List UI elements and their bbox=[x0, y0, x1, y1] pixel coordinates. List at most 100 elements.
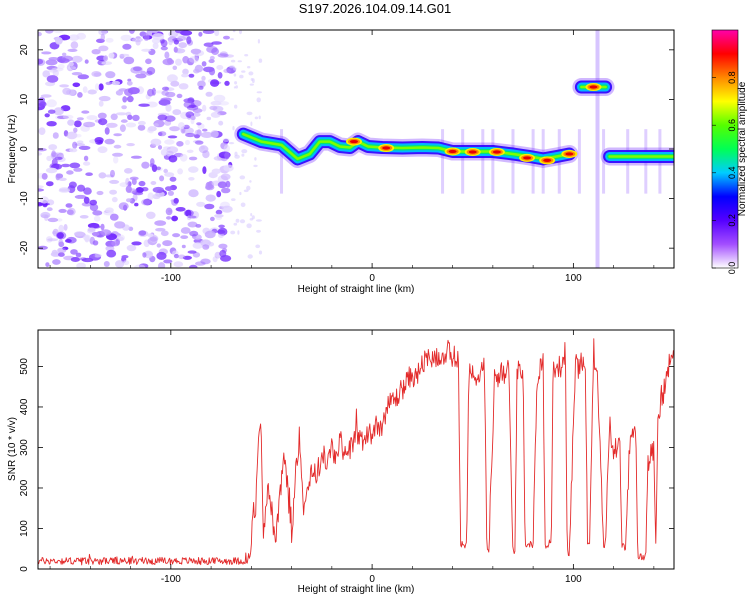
noise-blob bbox=[91, 71, 102, 77]
noise-blob bbox=[79, 215, 89, 219]
noise-blob bbox=[208, 59, 215, 64]
noise-blob bbox=[58, 241, 65, 248]
noise-blob bbox=[246, 111, 253, 116]
noise-blob bbox=[169, 176, 177, 182]
noise-blob bbox=[157, 131, 167, 137]
streak bbox=[595, 30, 600, 268]
noise-blob bbox=[113, 156, 119, 164]
hot-spot bbox=[565, 152, 574, 156]
noise-blob bbox=[218, 243, 228, 249]
noise-blob bbox=[255, 219, 262, 222]
noise-blob bbox=[258, 250, 263, 255]
noise-blob bbox=[183, 209, 194, 217]
noise-blob bbox=[166, 146, 179, 154]
noise-blob bbox=[85, 172, 93, 176]
noise-blob bbox=[125, 122, 137, 128]
noise-blob bbox=[145, 58, 152, 65]
noise-blob bbox=[58, 208, 67, 213]
noise-blob bbox=[103, 55, 108, 62]
noise-blob bbox=[46, 181, 54, 187]
noise-blob bbox=[47, 109, 56, 114]
noise-blob bbox=[86, 115, 98, 121]
noise-blob bbox=[234, 104, 238, 109]
hot-spot bbox=[382, 146, 391, 150]
noise-blob bbox=[130, 155, 142, 159]
snr-frame bbox=[37, 329, 675, 570]
noise-blob bbox=[47, 217, 59, 223]
noise-blob bbox=[210, 111, 221, 118]
noise-blob bbox=[164, 172, 175, 178]
noise-blob bbox=[156, 251, 167, 260]
noise-blob bbox=[157, 189, 163, 194]
noise-blob bbox=[237, 230, 240, 235]
spectrogram-x-axis-label: Height of straight line (km) bbox=[298, 284, 415, 295]
snr-series-line bbox=[38, 338, 674, 566]
snr-y-tick-label: 300 bbox=[19, 439, 30, 456]
noise-blob bbox=[201, 75, 206, 81]
noise-blob bbox=[81, 110, 90, 114]
noise-blob bbox=[201, 61, 207, 67]
noise-blob bbox=[128, 188, 137, 194]
noise-blob bbox=[173, 197, 179, 204]
noise-blob bbox=[239, 175, 246, 180]
noise-blob bbox=[47, 238, 58, 242]
noise-blob bbox=[202, 244, 210, 250]
noise-blob bbox=[91, 253, 96, 258]
noise-blob bbox=[144, 250, 153, 259]
noise-blob bbox=[152, 42, 159, 50]
noise-blob bbox=[83, 121, 96, 128]
noise-blob bbox=[146, 211, 156, 219]
noise-blob bbox=[77, 92, 83, 98]
noise-blob bbox=[112, 152, 123, 157]
noise-blob bbox=[89, 199, 97, 206]
noise-blob bbox=[141, 161, 150, 169]
noise-blob bbox=[253, 164, 258, 168]
noise-blob bbox=[165, 186, 173, 192]
noise-blob bbox=[210, 216, 215, 222]
noise-blob bbox=[198, 85, 204, 90]
noise-blob bbox=[220, 173, 231, 181]
noise-blob bbox=[146, 67, 156, 75]
noise-blob bbox=[138, 120, 146, 126]
noise-blob bbox=[202, 104, 207, 112]
noise-blob bbox=[111, 80, 121, 86]
noise-blob bbox=[189, 230, 199, 237]
streak bbox=[461, 129, 465, 194]
noise-blob bbox=[77, 74, 90, 80]
noise-blob bbox=[173, 253, 179, 259]
snr-y-tick-label: 200 bbox=[19, 479, 30, 496]
noise-blob bbox=[68, 34, 80, 41]
noise-blob bbox=[118, 202, 129, 211]
noise-blob bbox=[52, 132, 59, 139]
noise-blob bbox=[41, 51, 52, 55]
noise-blob bbox=[223, 68, 232, 74]
noise-blob bbox=[117, 234, 125, 242]
noise-blob bbox=[160, 97, 172, 102]
noise-blob bbox=[46, 121, 57, 127]
noise-blob bbox=[198, 31, 203, 37]
noise-blob bbox=[214, 213, 224, 218]
noise-blob bbox=[223, 35, 230, 40]
noise-blob bbox=[56, 218, 63, 222]
noise-blob bbox=[127, 87, 140, 95]
colorbar-tick-label: 0.8 bbox=[727, 71, 737, 84]
noise-blob bbox=[192, 108, 203, 113]
noise-blob bbox=[120, 119, 128, 123]
noise-blob bbox=[205, 194, 216, 202]
noise-blob bbox=[127, 181, 132, 187]
snr-y-tick-label: 100 bbox=[19, 520, 30, 537]
noise-blob bbox=[165, 104, 172, 112]
noise-blob bbox=[78, 145, 91, 150]
noise-blob bbox=[216, 190, 222, 198]
noise-blob bbox=[73, 231, 85, 237]
noise-blob bbox=[41, 173, 48, 180]
noise-blob bbox=[202, 150, 210, 159]
noise-blob bbox=[40, 94, 52, 98]
noise-blob bbox=[38, 148, 47, 152]
noise-blob bbox=[211, 168, 221, 175]
noise-blob bbox=[177, 254, 186, 260]
noise-blob bbox=[188, 166, 199, 173]
noise-blob bbox=[125, 177, 130, 186]
noise-blob bbox=[63, 224, 68, 231]
noise-blob bbox=[168, 39, 173, 46]
